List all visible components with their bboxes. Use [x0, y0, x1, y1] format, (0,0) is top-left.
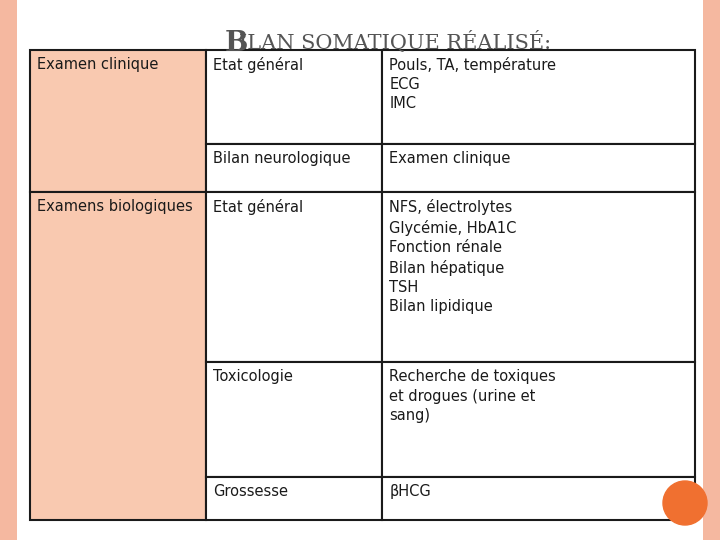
Text: Bilan neurologique: Bilan neurologique — [213, 151, 351, 166]
Text: Toxicologie: Toxicologie — [213, 369, 293, 384]
Text: Etat général: Etat général — [213, 57, 303, 73]
Text: Examen clinique: Examen clinique — [37, 57, 158, 72]
Bar — [206, 144, 382, 192]
Bar — [206, 477, 382, 520]
Text: Grossesse: Grossesse — [213, 484, 288, 499]
Text: Etat général: Etat général — [213, 199, 303, 215]
Bar — [382, 362, 695, 477]
Text: Examens biologiques: Examens biologiques — [37, 199, 193, 214]
Text: Examen clinique: Examen clinique — [390, 151, 510, 166]
Bar — [206, 192, 382, 362]
Bar — [382, 192, 695, 362]
Text: B: B — [225, 30, 248, 57]
Bar — [382, 144, 695, 192]
Bar — [206, 362, 382, 477]
Text: ILAN SOMATIQUE RÉALISÉ:: ILAN SOMATIQUE RÉALISÉ: — [239, 31, 551, 53]
Text: βHCG: βHCG — [390, 484, 431, 499]
Text: Pouls, TA, température
ECG
IMC: Pouls, TA, température ECG IMC — [390, 57, 557, 111]
Bar — [30, 50, 206, 192]
Bar — [382, 477, 695, 520]
Bar — [206, 50, 382, 144]
Bar — [382, 50, 695, 144]
Text: NFS, électrolytes
Glycémie, HbA1C
Fonction rénale
Bilan hépatique
TSH
Bilan lipi: NFS, électrolytes Glycémie, HbA1C Foncti… — [390, 199, 517, 314]
Text: Recherche de toxiques
et drogues (urine et
sang): Recherche de toxiques et drogues (urine … — [390, 369, 557, 423]
Circle shape — [663, 481, 707, 525]
Bar — [30, 192, 206, 520]
